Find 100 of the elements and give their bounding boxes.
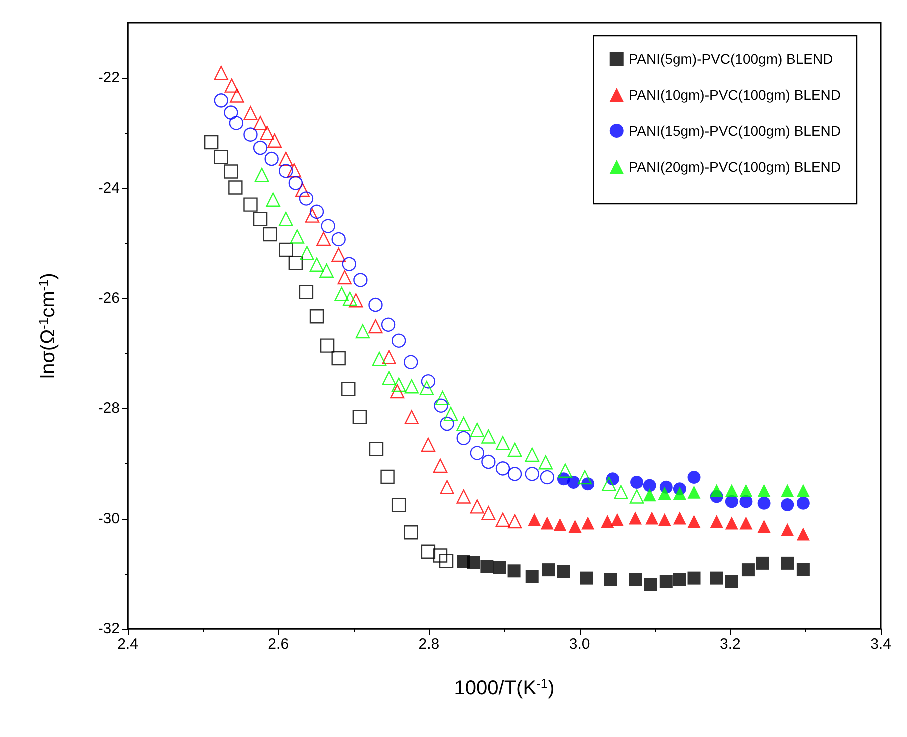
x-tick-label: 2.4 [118,636,138,653]
point [456,416,471,432]
point [493,561,506,574]
point [369,442,384,457]
point [342,382,356,396]
point [673,512,686,525]
point [263,227,278,242]
point [558,464,573,478]
point [758,520,771,534]
point [310,310,324,324]
point [643,488,656,502]
x-tick-label: 2.8 [418,636,440,653]
point [528,513,542,526]
point [268,134,282,148]
point [305,208,320,223]
point [420,381,434,396]
point [279,212,294,226]
point [214,66,228,80]
point [540,470,555,485]
point [320,264,334,278]
point [646,512,659,525]
point [781,556,794,570]
x-tick-label: 3.2 [720,636,741,653]
point [740,495,753,508]
point [224,164,238,179]
point [725,516,738,530]
point [229,116,244,130]
point [433,458,448,474]
point [334,286,349,302]
point [580,572,594,585]
point [525,448,540,462]
point [264,152,279,166]
point [404,380,419,394]
point [688,572,701,585]
point [404,410,419,425]
point [796,496,810,510]
point [244,198,258,212]
point [382,371,396,386]
point [508,442,522,458]
point [316,232,331,246]
point [578,470,592,485]
point [266,192,280,207]
point [253,212,268,226]
point [688,515,701,528]
point [332,232,346,247]
y-tick-label: -32 [98,620,120,638]
point [392,334,406,348]
point [480,560,494,574]
y-tick-label: -24 [98,180,120,197]
point [349,294,364,308]
point [781,498,794,512]
point [290,230,305,244]
point [796,563,810,576]
point [725,575,738,588]
point [404,525,418,540]
point [467,556,480,570]
point [710,515,724,528]
point [244,128,258,142]
point [470,423,484,438]
point [287,164,302,178]
point [542,564,556,577]
point [392,378,406,392]
point [352,410,368,425]
point [253,116,268,130]
point [710,572,724,585]
point [496,436,510,450]
point [354,273,368,288]
point [381,318,396,332]
point [421,544,436,559]
point [470,500,484,514]
point [338,270,352,285]
point [740,484,753,498]
point [204,135,219,150]
point [228,180,243,195]
point [568,520,582,534]
point [496,512,510,528]
point [456,431,471,446]
point [673,573,686,586]
point [796,484,810,498]
point [310,204,324,220]
point [725,495,738,508]
point [404,355,418,370]
point [421,438,436,452]
point [582,516,595,530]
x-tick-label: 3.0 [569,636,590,653]
point [525,467,540,482]
point [643,479,656,492]
point [299,285,314,300]
point [602,477,616,492]
point [658,486,672,500]
point [279,152,294,166]
point [382,350,396,364]
point [610,513,624,526]
point [279,242,294,258]
point [508,564,521,578]
point [440,416,454,432]
point [658,513,672,526]
point [320,338,335,353]
point [601,515,614,528]
y-axis-title: lnσ(Ω-1cm-1) [36,273,60,379]
